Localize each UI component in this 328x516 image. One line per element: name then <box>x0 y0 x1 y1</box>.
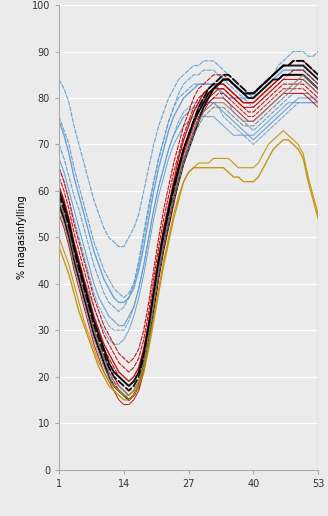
Y-axis label: % magasinfylling: % magasinfylling <box>17 196 28 279</box>
